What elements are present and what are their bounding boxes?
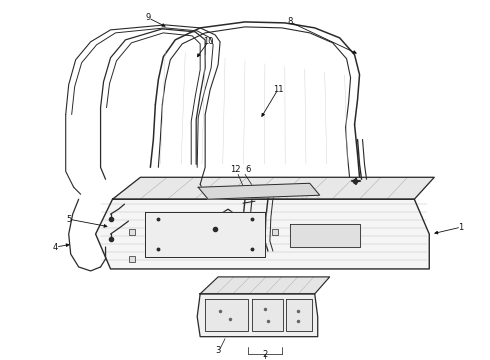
Text: 7: 7 — [202, 230, 208, 239]
Polygon shape — [113, 177, 434, 199]
Text: 12: 12 — [230, 165, 240, 174]
Text: 9: 9 — [146, 13, 151, 22]
Text: 10: 10 — [203, 37, 214, 46]
Polygon shape — [146, 212, 265, 257]
Polygon shape — [197, 294, 318, 337]
Text: 11: 11 — [272, 85, 283, 94]
Polygon shape — [252, 299, 283, 331]
Polygon shape — [96, 199, 429, 269]
Text: 5: 5 — [66, 215, 72, 224]
Polygon shape — [286, 299, 312, 331]
Text: 8: 8 — [287, 17, 293, 26]
Bar — [129, 229, 135, 235]
Polygon shape — [205, 299, 248, 331]
Polygon shape — [290, 224, 360, 247]
Polygon shape — [198, 183, 319, 199]
Text: 3: 3 — [216, 346, 221, 355]
Bar — [129, 256, 135, 262]
Text: 4: 4 — [53, 243, 58, 252]
Text: 6: 6 — [245, 165, 251, 174]
Bar — [272, 229, 278, 235]
Text: 2: 2 — [262, 350, 268, 359]
Text: 1: 1 — [459, 222, 464, 231]
Polygon shape — [200, 277, 330, 294]
